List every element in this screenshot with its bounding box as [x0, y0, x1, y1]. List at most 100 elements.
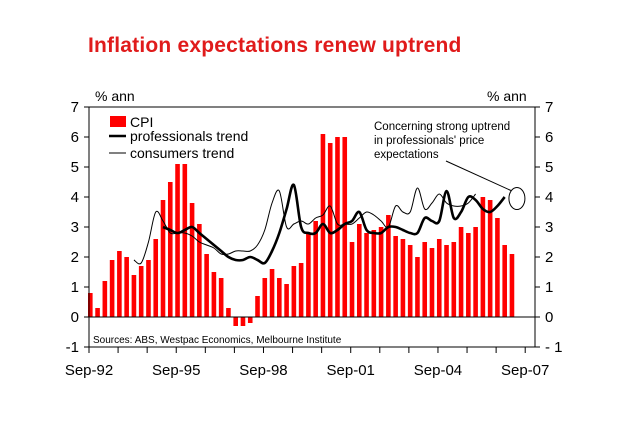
annotation: Concerning strong uptrend in professiona…	[374, 121, 526, 210]
right-y-tick-label: 3	[545, 219, 553, 236]
cpi-bar	[291, 266, 297, 317]
legend: CPI professionals trend consumers trend	[109, 114, 248, 161]
x-tick-label: Sep-04	[414, 362, 462, 379]
cpi-bar	[356, 224, 362, 317]
left-y-tick-label: 2	[71, 249, 79, 266]
cpi-bar	[240, 317, 246, 326]
left-y-tick-label: -1	[66, 339, 79, 356]
cpi-bar	[109, 260, 115, 317]
cpi-bar	[218, 278, 224, 317]
left-y-tick-label: 0	[71, 309, 79, 326]
cpi-bar	[480, 197, 486, 317]
cpi-bars	[88, 134, 515, 326]
cpi-bar	[211, 272, 217, 317]
legend-label-professionals: professionals trend	[130, 128, 248, 144]
cpi-bar	[473, 227, 478, 317]
chart-title: Inflation expectations renew uptrend	[88, 34, 462, 57]
cpi-bar	[444, 245, 449, 317]
cpi-bar	[175, 164, 180, 317]
right-y-tick-label: 5	[545, 159, 553, 176]
cpi-bar	[226, 308, 231, 317]
cpi-bar	[153, 239, 159, 317]
x-tick-label: Sep-98	[239, 362, 287, 379]
cpi-bar	[146, 260, 151, 317]
cpi-bar	[247, 317, 253, 323]
cpi-bar	[131, 275, 137, 317]
cpi-bar	[277, 278, 282, 317]
cpi-bar	[269, 269, 275, 317]
right-y-tick-label: 6	[545, 129, 553, 146]
cpi-bar	[422, 242, 428, 317]
cpi-bar	[327, 143, 333, 317]
trend-lines	[133, 183, 506, 265]
source-note: Sources: ABS, Westpac Economics, Melbour…	[93, 335, 342, 346]
cpi-bar	[400, 239, 406, 317]
cpi-bar	[233, 317, 238, 326]
cpi-bar	[458, 227, 464, 317]
left-y-tick-label: 5	[71, 159, 79, 176]
left-axis-unit: % ann	[95, 88, 135, 104]
legend-swatch-cpi	[110, 116, 126, 127]
cpi-bar	[197, 224, 202, 317]
cpi-bar	[335, 137, 340, 317]
right-y-tick-label: - 1	[545, 339, 563, 356]
cpi-bar	[393, 236, 398, 317]
right-y-tick-label: 4	[545, 189, 553, 206]
cpi-bar	[349, 242, 355, 317]
x-tick-label: Sep-95	[152, 362, 200, 379]
left-y-tick-label: 4	[71, 189, 79, 206]
cpi-bar	[182, 164, 188, 317]
right-axis-unit: % ann	[487, 88, 527, 104]
x-tick-label: Sep-01	[327, 362, 375, 379]
left-y-tick-label: 7	[71, 99, 79, 116]
cpi-bar	[298, 263, 304, 317]
cpi-bar	[189, 203, 195, 317]
cpi-bar	[509, 254, 515, 317]
axes: -1 - 1 0 0 1 1 2 2 3 3 4 4 5 5 6 6 7 7 Sep-92 Sep-95 Sep-98 S…	[65, 99, 563, 379]
annotation-circle	[508, 187, 526, 210]
left-y-tick-label: 3	[71, 219, 79, 236]
cpi-bar	[95, 308, 100, 317]
cpi-bar	[255, 296, 260, 317]
x-tick-label: Sep-07	[501, 362, 549, 379]
cpi-bar	[429, 248, 435, 317]
right-y-tick-label: 2	[545, 249, 553, 266]
cpi-bar	[102, 281, 108, 317]
cpi-bar	[204, 254, 209, 317]
cpi-bar	[306, 233, 311, 317]
cpi-bar	[436, 239, 442, 317]
cpi-bar	[88, 293, 93, 317]
cpi-bar	[487, 200, 493, 317]
cpi-bar	[167, 182, 173, 317]
cpi-bar	[364, 233, 369, 317]
left-y-tick-label: 1	[71, 279, 79, 296]
cpi-bar	[495, 218, 500, 317]
cpi-bar	[124, 257, 129, 317]
cpi-bar	[138, 266, 144, 317]
annotation-line-2: in professionals' price	[374, 135, 484, 147]
cpi-bar	[160, 200, 166, 317]
cpi-bar	[342, 137, 348, 317]
x-tick-label: Sep-92	[65, 362, 113, 379]
consumers-trend-line	[133, 187, 477, 265]
right-y-tick-label: 1	[545, 279, 553, 296]
right-y-tick-label: 7	[545, 99, 553, 116]
cpi-bar	[284, 284, 289, 317]
professionals-trend-line	[162, 183, 506, 265]
cpi-bar	[313, 221, 318, 317]
cpi-bar	[320, 134, 326, 317]
annotation-line-1: Concerning strong uptrend	[374, 121, 510, 133]
cpi-bar	[117, 251, 122, 317]
cpi-bar	[466, 233, 471, 317]
left-y-tick-label: 6	[71, 129, 79, 146]
cpi-bar	[407, 245, 413, 317]
annotation-leader-line	[445, 160, 512, 191]
right-y-tick-label: 0	[545, 309, 553, 326]
cpi-bar	[386, 215, 391, 317]
cpi-bar	[262, 278, 268, 317]
cpi-bar	[451, 242, 457, 317]
annotation-line-3: expectations	[374, 149, 439, 161]
cpi-bar	[502, 245, 507, 317]
cpi-bar	[378, 227, 384, 317]
